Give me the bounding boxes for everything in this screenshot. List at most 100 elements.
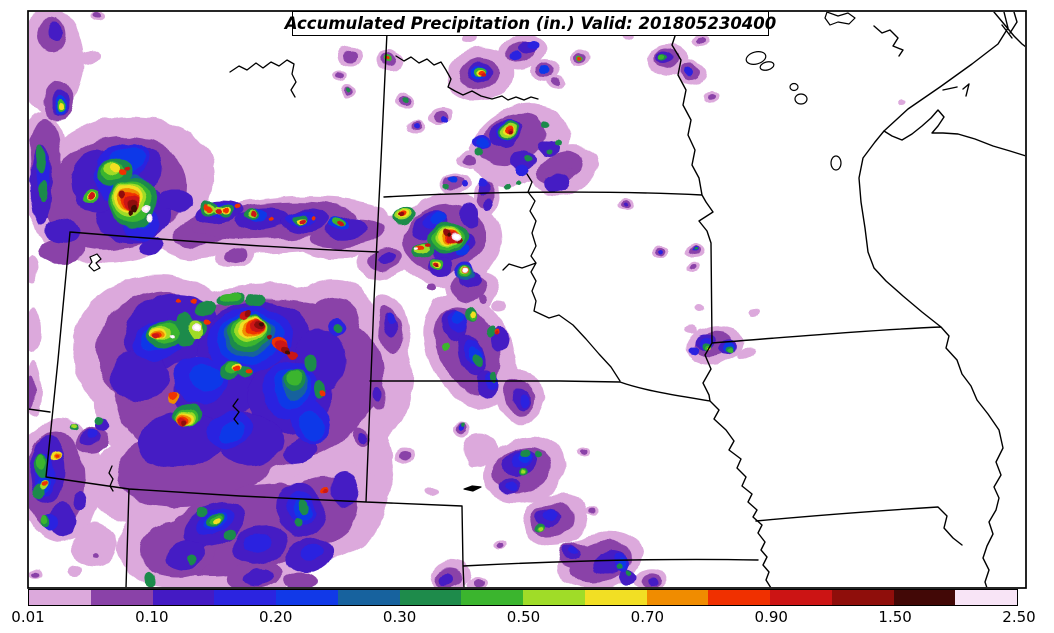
precip-cell: [416, 248, 420, 250]
precip-cell: [615, 565, 623, 571]
precip-cell: [541, 66, 551, 74]
precip-cell: [95, 417, 105, 425]
precip-cell: [896, 99, 904, 105]
precip-cell: [119, 192, 125, 200]
colorbar-tick-label: 0.90: [754, 608, 788, 626]
precip-cell: [708, 93, 716, 99]
lake-superior-coastline: [873, 12, 1025, 157]
precip-cell: [685, 67, 695, 75]
precip-cell: [448, 177, 456, 185]
precip-cell: [314, 382, 326, 398]
colorbar-segment: [90, 590, 153, 605]
precip-cell: [542, 508, 558, 520]
precip-cell: [657, 250, 663, 254]
precip-cell: [553, 140, 561, 146]
precip-cell: [545, 148, 551, 154]
precip-cell: [345, 87, 351, 93]
precip-cell: [476, 148, 484, 156]
precip-cell: [461, 424, 467, 428]
precip-cell: [441, 117, 449, 125]
precip-cell: [267, 335, 273, 341]
precip-cell: [472, 353, 484, 367]
precip-cell: [293, 517, 303, 527]
precip-cell: [282, 573, 318, 587]
precip-cell: [185, 554, 195, 566]
precip-cell: [160, 189, 192, 211]
precip-cell: [214, 517, 222, 525]
precip-cell: [387, 312, 395, 324]
precip-cell: [658, 54, 666, 60]
colorbar-segment: [584, 590, 647, 605]
colorbar-tick-label: 2.50: [1002, 608, 1036, 626]
precip-cell: [218, 422, 246, 442]
colorbar-segment: [646, 590, 709, 605]
precip-cell: [194, 299, 216, 317]
precip-cell: [138, 236, 166, 256]
precip-cell: [221, 293, 239, 303]
colorbar-segment: [770, 590, 832, 605]
precip-cell: [625, 570, 631, 576]
precip-cell: [287, 369, 303, 387]
precip-cell: [567, 546, 577, 554]
precip-cell: [57, 104, 63, 112]
precip-cell: [686, 326, 698, 334]
precip-cell: [461, 202, 479, 228]
precip-cell: [188, 364, 222, 392]
colorbar-segment: [337, 590, 400, 605]
precip-cell: [37, 180, 47, 200]
precip-cell: [358, 431, 366, 443]
precip-cell: [190, 297, 196, 303]
precip-cell: [299, 499, 311, 515]
precip-cell: [519, 449, 529, 457]
map-title-box: Accumulated Precipitation (in.) Valid: 2…: [285, 11, 776, 36]
colorbar-tick-label: 0.10: [135, 608, 169, 626]
precip-cell: [688, 346, 698, 354]
precip-cell: [167, 540, 205, 570]
precip-cell: [29, 308, 40, 352]
precip-cell: [495, 332, 499, 336]
precip-cell: [194, 325, 200, 331]
precip-cell: [750, 308, 760, 316]
colorbar-segment: [399, 590, 462, 605]
map-title: Accumulated Precipitation (in.) Valid: 2…: [284, 14, 777, 33]
colorbar-tick-label: 0.50: [506, 608, 541, 626]
precip-cell: [270, 216, 276, 222]
precip-cell: [152, 333, 160, 341]
precip-cell: [485, 326, 495, 338]
precip-cell: [551, 78, 561, 86]
precip-cell: [31, 573, 39, 579]
colorbar-segment: [214, 590, 276, 605]
precip-cell: [510, 51, 522, 61]
precip-cell: [538, 140, 558, 156]
precip-cell: [336, 73, 344, 79]
precip-cell: [175, 297, 181, 303]
precip-cell: [196, 507, 208, 517]
precip-cell: [479, 73, 485, 77]
precip-cell: [519, 394, 529, 408]
precip-cell: [517, 180, 523, 186]
precip-cell: [73, 523, 117, 567]
colorbar-segment: [276, 590, 338, 605]
precip-cell: [425, 487, 439, 497]
precip-cell: [125, 165, 131, 169]
precip-cell: [504, 182, 512, 188]
precip-cell: [223, 530, 237, 540]
precip-cell: [453, 311, 463, 325]
precip-cell: [399, 451, 411, 461]
lake-winnibigoshish: [789, 82, 799, 92]
precip-cell: [508, 130, 512, 134]
precip-cell: [93, 12, 101, 17]
precip-cell: [234, 204, 240, 210]
precip-cell: [216, 208, 222, 214]
precip-cell: [110, 162, 122, 172]
precip-cell: [203, 203, 209, 209]
precip-cell: [243, 568, 273, 586]
precip-cell: [729, 347, 735, 353]
precip-cell: [373, 385, 383, 401]
precip-cell: [244, 293, 266, 307]
precip-cell: [470, 579, 484, 587]
colorbar-segment: [29, 590, 91, 605]
precip-cell: [469, 312, 475, 320]
precip-cell: [331, 471, 359, 509]
precip-cell: [618, 570, 636, 584]
